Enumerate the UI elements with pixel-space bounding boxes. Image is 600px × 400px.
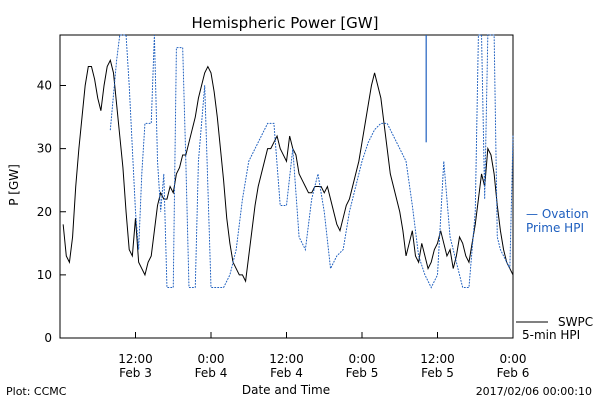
legend-swpc-line2: 5-min HPI (522, 328, 580, 342)
y-tick-label: 40 (37, 79, 52, 93)
y-axis-label: P [GW] (7, 164, 21, 206)
y-axis-ticks: 0 10 20 30 40 (37, 79, 66, 345)
x-tick-date-label: Feb 6 (497, 366, 530, 380)
x-tick-date-label: Feb 4 (195, 366, 228, 380)
footer-timestamp: 2017/02/06 00:00:10 (476, 385, 592, 398)
legend: — Ovation Prime HPI SWPC 5-min HPI (516, 207, 593, 342)
x-tick-date-label: Feb 4 (270, 366, 303, 380)
y-tick-label: 10 (37, 268, 52, 282)
footer-left: Plot: CCMC (6, 385, 67, 398)
x-axis-label: Date and Time (242, 383, 330, 397)
series-layer (62, 34, 514, 289)
x-tick-date-label: Feb 5 (421, 366, 454, 380)
x-tick-time-label: 0:00 (198, 352, 225, 366)
legend-swpc-line1: SWPC (558, 315, 593, 329)
x-tick-time-label: 12:00 (420, 352, 455, 366)
x-tick-date-label: Feb 3 (119, 366, 152, 380)
y-tick-label: 20 (37, 205, 52, 219)
x-tick-time-label: 0:00 (500, 352, 527, 366)
x-tick-date-label: Feb 5 (346, 366, 379, 380)
y-tick-label: 30 (37, 142, 52, 156)
ovation-prime-series-line (109, 34, 514, 289)
legend-ovation-line2: Prime HPI (526, 221, 584, 235)
x-tick-time-label: 12:00 (118, 352, 153, 366)
y-tick-label: 0 (44, 331, 52, 345)
x-tick-time-label: 12:00 (269, 352, 304, 366)
x-tick-time-label: 0:00 (349, 352, 376, 366)
chart-title: Hemispheric Power [GW] (192, 14, 379, 32)
swpc-hpi-series-line (62, 58, 514, 283)
legend-ovation-line1: — Ovation (526, 207, 589, 221)
